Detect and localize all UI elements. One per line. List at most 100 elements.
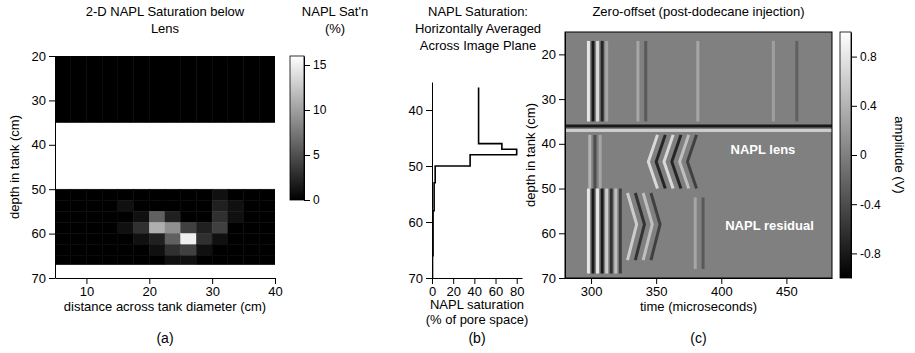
y-axis-tick: 50 xyxy=(409,159,432,174)
heatmap-cell xyxy=(244,211,260,222)
colorbar-title-line: NAPL Sat'n xyxy=(302,4,368,19)
x-axis-title-line: distance across tank diameter (cm) xyxy=(64,299,266,314)
y-axis-tick-label: 70 xyxy=(32,271,46,286)
heatmap-cell xyxy=(196,200,212,211)
panel-label: (a) xyxy=(156,330,173,346)
x-axis-title-line: NAPL saturation xyxy=(430,297,524,312)
x-axis-tick-mark xyxy=(275,278,276,284)
heatmap-cell xyxy=(228,223,244,234)
reflection-event xyxy=(565,124,832,127)
heatmap-cell xyxy=(212,56,228,123)
heatmap-cell xyxy=(244,256,260,265)
heatmap-cell xyxy=(102,223,118,234)
heatmap-cell xyxy=(134,256,150,265)
panel-label-line: (b) xyxy=(468,330,485,346)
y-axis: 203040506070 xyxy=(542,33,566,286)
heatmap-cell xyxy=(259,189,275,200)
colorbar-axis: 051015 xyxy=(304,57,327,208)
heatmap-cell xyxy=(102,211,118,222)
heatmap-cell xyxy=(259,256,275,265)
chart-title: 2-D NAPL Saturation belowLens xyxy=(86,4,245,36)
colorbar-axis-tick-label: 0.8 xyxy=(860,50,877,64)
reflection-event xyxy=(644,41,647,122)
y-axis-tick-mark xyxy=(559,144,565,145)
reflection-event xyxy=(651,193,660,260)
x-axis-tick-mark xyxy=(656,278,657,284)
y-axis-tick-label: 40 xyxy=(32,137,46,152)
heatmap-cell xyxy=(149,234,165,245)
y-axis-tick-mark xyxy=(49,56,55,57)
heatmap-cell xyxy=(259,56,275,123)
heatmap-cell xyxy=(86,56,102,123)
x-axis-tick-label: 350 xyxy=(646,284,668,299)
reflection-event xyxy=(592,41,595,122)
y-axis-tick-mark xyxy=(426,278,432,279)
y-axis-tick: 50 xyxy=(542,181,565,196)
y-axis-line xyxy=(565,33,566,279)
heatmap-cell xyxy=(55,223,71,234)
y-axis-tick: 70 xyxy=(32,271,55,286)
x-axis-tick-mark xyxy=(496,278,497,284)
x-axis-tick: 300 xyxy=(581,278,603,299)
chart-title-line: Zero-offset (post-dodecane injection) xyxy=(592,4,804,19)
figure: 10203040203040506070distance across tank… xyxy=(0,0,915,353)
annotation-patch xyxy=(723,217,816,234)
y-axis-tick-mark xyxy=(426,222,432,223)
reflection-event xyxy=(588,135,591,189)
heatmap-cell xyxy=(165,256,181,265)
y-axis-tick-label: 60 xyxy=(409,215,423,230)
heatmap-cell xyxy=(165,223,181,234)
heatmap-cell xyxy=(181,200,197,211)
x-axis-tick-mark xyxy=(149,278,150,284)
heatmap-cell xyxy=(118,189,134,200)
y-axis-tick: 70 xyxy=(542,271,565,286)
colorbar-axis-tick: 10 xyxy=(304,103,327,117)
x-axis-line xyxy=(433,278,523,279)
heatmap-cell xyxy=(86,189,102,200)
heatmap-cell xyxy=(55,189,71,200)
x-axis-tick: 350 xyxy=(646,278,668,299)
heatmap-cell xyxy=(181,189,197,200)
y-axis-tick-mark xyxy=(49,189,55,190)
colorbar-axis-tick-mark xyxy=(304,155,310,156)
heatmap-cell xyxy=(228,256,244,265)
heatmap-cell xyxy=(71,245,87,256)
heatmap-cell xyxy=(149,211,165,222)
heatmap-cell xyxy=(118,245,134,256)
y-axis-title: depth in tank (cm) xyxy=(523,103,538,207)
heatmap-cell xyxy=(86,256,102,265)
x-axis-tick-mark xyxy=(517,278,518,284)
heatmap-cell xyxy=(55,200,71,211)
colorbar-axis-tick-mark xyxy=(851,155,857,156)
x-axis-title-line: (% of pore space) xyxy=(426,312,529,327)
reflection-event xyxy=(599,135,602,189)
x-axis-tick: 10 xyxy=(80,278,94,299)
heatmap-cell xyxy=(228,56,244,123)
y-axis-tick-mark xyxy=(559,278,565,279)
colorbar-axis-tick-mark xyxy=(851,106,857,107)
reflection-event xyxy=(587,41,590,122)
colorbar-axis-tick: 0.8 xyxy=(851,50,877,64)
chart-title-line: Horizontally Averaged xyxy=(415,21,541,36)
y-axis-tick-label: 20 xyxy=(542,47,556,62)
heatmap-cell xyxy=(244,234,260,245)
y-axis-tick-label: 60 xyxy=(542,226,556,241)
colorbar-axis-tick-mark xyxy=(304,200,310,201)
y-axis-tick-mark xyxy=(426,166,432,167)
plot-frame xyxy=(565,32,832,278)
x-axis-tick-label: 450 xyxy=(776,284,798,299)
y-axis: 203040506070 xyxy=(32,49,56,286)
heatmap-cell xyxy=(55,56,71,123)
reflection-event xyxy=(587,189,590,274)
y-axis-tick-mark xyxy=(559,54,565,55)
colorbar-axis-tick-mark xyxy=(304,110,310,111)
heatmap-cell xyxy=(134,189,150,200)
y-axis-tick-mark xyxy=(49,100,55,101)
y-axis-tick: 60 xyxy=(32,226,55,241)
profile-line xyxy=(433,88,517,278)
heatmap-cell xyxy=(55,245,71,256)
heatmap-cell xyxy=(149,223,165,234)
heatmap-cell xyxy=(134,223,150,234)
heatmap-cell xyxy=(71,211,87,222)
heatmap-cell xyxy=(134,245,150,256)
